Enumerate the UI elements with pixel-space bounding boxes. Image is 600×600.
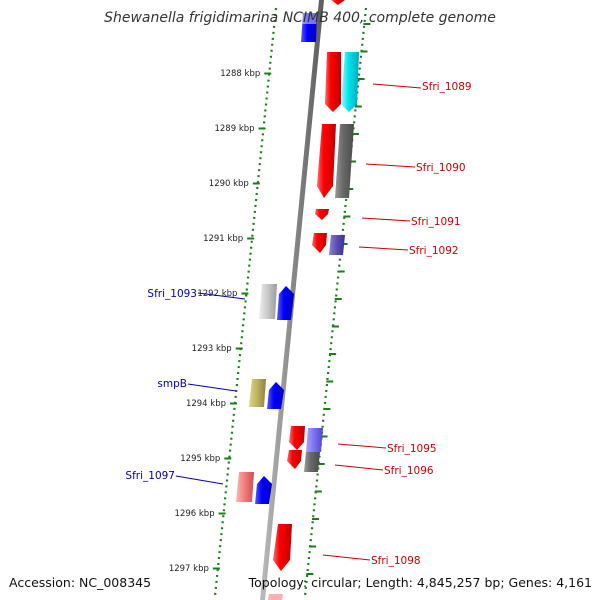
gene-feature-sfri-1090-gray [335,124,354,198]
gene-feature-sfri-1089-red [325,52,341,112]
gene-label: Sfri_1091 [411,216,461,228]
gene-label: Sfri_1093 [147,288,197,300]
kbp-tick-label: 1289 kbp [214,124,254,134]
gene-feature-sfri-1095-lavender [306,428,323,452]
accession-text: Accession: NC_008345 [9,575,151,590]
gene-feature-smpb-olive [249,379,266,407]
gene-feature-sfri-1098 [273,524,292,571]
gene-labels: Sfri_1089 Sfri_1090 Sfri_1091 Sfri_1092 … [125,81,471,567]
gene-feature-sfri-1097-pink [236,472,254,502]
kbp-tick-label: 1294 kbp [186,399,226,409]
kbp-tick-label: 1291 kbp [203,234,243,244]
gene-label: Sfri_1096 [384,465,434,477]
gene-feature-top-partial [331,0,345,5]
gene-label: Sfri_1095 [387,443,437,455]
left-dotted-boundary [213,7,278,597]
gene-feature-sfri-1091 [315,209,329,220]
label-leaders [175,83,422,561]
kbp-tick-label: 1296 kbp [175,509,215,519]
gene-feature-sfri-1089-cyan [341,52,359,112]
gene-label: Sfri_1089 [422,81,472,93]
gene-feature-smpb-blue [267,382,284,409]
gene-feature-top-blue-shade [302,13,317,24]
gene-feature-sfri-1093-blue [277,286,294,320]
map-title: Shewanella frigidimarina NCIMB 400, comp… [104,10,496,26]
kbp-tick-label: 1290 kbp [209,179,249,189]
kbp-tick-label: 1292 kbp [197,289,237,299]
kbp-tick-label: 1295 kbp [180,454,220,464]
kbp-tick-label: 1297 kbp [169,564,209,574]
tick-marks: 1288 kbp 1289 kbp 1290 kbp 1291 kbp 1292 kbp… [169,23,371,575]
gene-feature-bottom-partial [268,594,283,600]
gene-label: Sfri_1092 [409,245,459,257]
right-dotted-boundary [303,7,368,597]
gene-features [236,0,359,600]
kbp-tick-label: 1288 kbp [220,69,260,79]
gene-label: Sfri_1098 [371,555,421,567]
gene-feature-sfri-1092-red [312,233,327,253]
gene-feature-sfri-1092-purple [329,235,345,255]
gene-label: Sfri_1090 [416,162,466,174]
gene-feature-sfri-1096-gray [304,452,320,472]
gene-label: Sfri_1097 [125,470,175,482]
gene-feature-sfri-1090-red [317,124,336,198]
topology-text: Topology: circular; Length: 4,845,257 bp… [248,575,592,590]
gene-feature-sfri-1096-red [287,450,302,469]
gene-feature-sfri-1097-blue [255,476,272,504]
gene-label: smpB [157,378,187,390]
gene-feature-sfri-1093-silver [259,284,277,319]
gene-feature-sfri-1095-red [289,426,305,450]
kbp-tick-label: 1293 kbp [192,344,232,354]
